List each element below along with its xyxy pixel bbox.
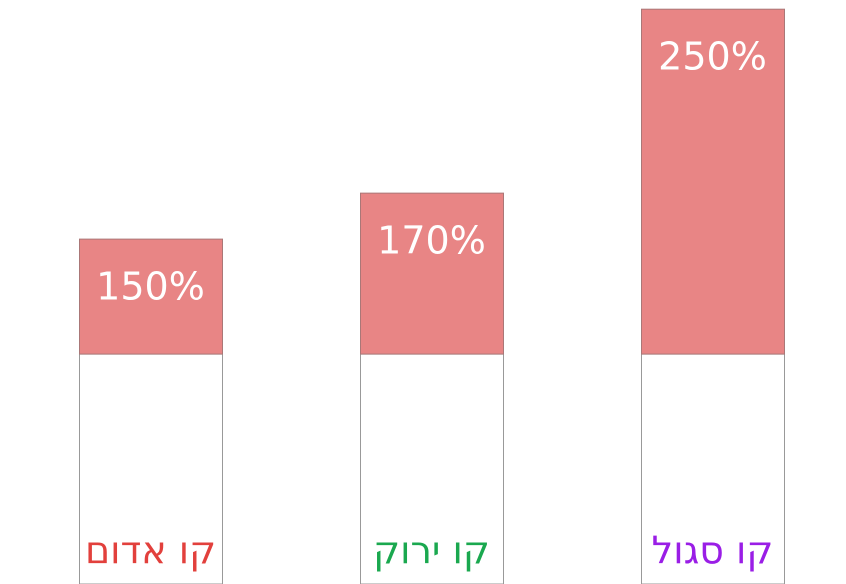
bar-base	[360, 353, 504, 584]
bar-base	[79, 353, 223, 584]
bar-base	[641, 353, 785, 584]
bar	[79, 238, 223, 355]
value-label: 170%	[377, 219, 486, 263]
value-label: 250%	[658, 35, 767, 79]
category-label: קו אדום	[85, 529, 216, 573]
value-label: 150%	[96, 265, 205, 309]
category-label: קו ירוק	[373, 529, 490, 573]
category-label: קו סגול	[652, 529, 774, 573]
bar	[360, 192, 504, 355]
bar	[641, 8, 785, 355]
